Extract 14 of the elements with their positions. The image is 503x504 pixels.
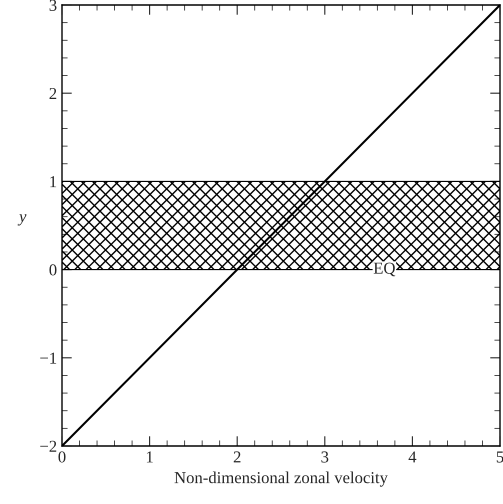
y-tick-label: 0 [49,264,57,276]
y-tick-label: −2 [40,440,56,452]
y-tick-label: −1 [40,352,56,364]
x-tick-label: 1 [146,451,153,462]
x-tick-label: 4 [408,451,416,462]
x-tick-label: 0 [58,451,66,463]
x-tick-label: 2 [234,451,240,462]
y-tick-label: 1 [50,176,56,188]
x-axis-title: Non-dimensional zonal velocity [174,472,388,487]
y-tick-label: 2 [50,88,56,99]
x-tick-label: 3 [321,451,328,463]
y-axis-title: y [18,214,26,226]
y-tick-label: 3 [50,0,56,11]
band-label: EQ [374,262,396,276]
